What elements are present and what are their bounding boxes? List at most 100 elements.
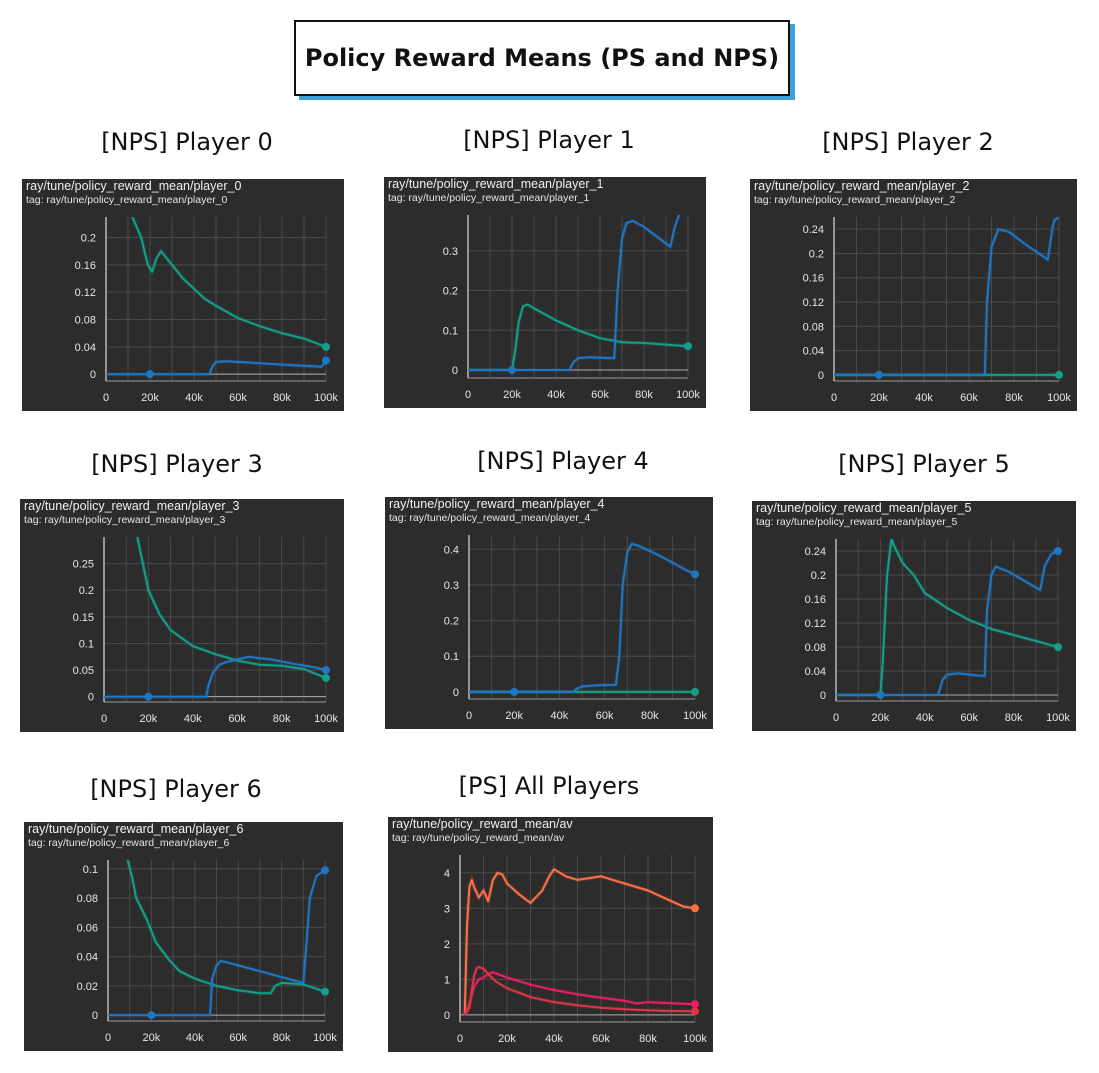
- series-marker-blue[interactable]: [144, 692, 153, 701]
- chart-title: ray/tune/policy_reward_mean/player_1: [388, 177, 604, 191]
- y-tick-label: 0.08: [805, 642, 826, 654]
- series-marker-blue[interactable]: [876, 691, 885, 699]
- chart-label-nps-player-5: [NPS] Player 5: [838, 450, 1010, 478]
- series-marker-blue[interactable]: [875, 370, 883, 379]
- y-tick-label: 0.05: [73, 665, 94, 677]
- chart-panel-3: ray/tune/policy_reward_mean/player_3 tag:…: [20, 499, 344, 732]
- chart-title: ray/tune/policy_reward_mean/av: [392, 817, 573, 831]
- chart-label-nps-player-1: [NPS] Player 1: [463, 126, 635, 154]
- x-tick-label: 20k: [143, 1032, 161, 1044]
- chart-tag: tag: ray/tune/policy_reward_mean/player_…: [754, 194, 956, 206]
- y-tick-label: 4: [444, 868, 450, 880]
- y-tick-label: 0: [92, 1010, 98, 1022]
- chart-title: ray/tune/policy_reward_mean/player_4: [389, 497, 605, 511]
- chart-plot: 0 20k 40k 60k 80k 100k 0 0.1 0.2 0.3 0.4: [444, 535, 707, 722]
- chart-tag: tag: ray/tune/policy_reward_mean/player_…: [389, 512, 591, 524]
- chart-plot: 0 20k 40k 60k 80k 100k 0 0.02 0.04 0.06 0.08 0.1: [77, 860, 337, 1044]
- x-tick-label: 100k: [676, 389, 700, 401]
- series-marker-blue[interactable]: [322, 356, 330, 365]
- series-line-raw-teal: [130, 217, 326, 349]
- series-line-blue: [108, 869, 325, 1017]
- y-tick-label: 0.24: [803, 224, 824, 236]
- chart-plot: 0 20k 40k 60k 80k 100k 0 0.04 0.08 0.12 0.16 0.2 0.2…: [803, 217, 1071, 404]
- x-tick-label: 100k: [314, 392, 338, 404]
- series-line-red: [463, 965, 695, 1016]
- series-marker-teal[interactable]: [321, 987, 329, 996]
- x-tick-label: 20k: [498, 1033, 516, 1045]
- x-tick-label: 100k: [314, 713, 338, 725]
- chart-panel-1: ray/tune/policy_reward_mean/player_1 tag:…: [384, 177, 706, 408]
- series-marker-teal[interactable]: [691, 687, 699, 696]
- y-tick-label: 0.12: [803, 297, 824, 309]
- series-marker-blue[interactable]: [691, 570, 699, 579]
- chart-plot: 0 20k 40k 60k 80k 100k 0 0.05 0.1 0.15 0.2 0.25: [73, 537, 338, 725]
- y-tick-label: 3: [444, 903, 450, 915]
- series-marker-teal[interactable]: [322, 674, 330, 683]
- chart-plot: 0 20k 40k 60k 80k 100k 0 0.1 0.2 0.3: [443, 215, 700, 401]
- x-tick-label: 60k: [591, 389, 609, 401]
- y-tick-label: 0: [452, 365, 458, 377]
- chart-title: ray/tune/policy_reward_mean/player_2: [754, 179, 970, 193]
- chart-tag: tag: ray/tune/policy_reward_mean/player_…: [28, 837, 230, 849]
- chart-label-nps-player-6: [NPS] Player 6: [90, 775, 262, 803]
- series-line-blue: [469, 542, 695, 693]
- y-tick-label: 0: [444, 1010, 450, 1022]
- series-line-teal: [468, 303, 688, 371]
- x-tick-label: 100k: [683, 710, 707, 722]
- series-line-teal: [131, 217, 326, 348]
- y-tick-label: 0.04: [75, 342, 96, 354]
- chart-tag: tag: ray/tune/policy_reward_mean/player_…: [26, 194, 228, 206]
- series-marker-orange[interactable]: [691, 904, 699, 913]
- x-tick-label: 60k: [960, 392, 978, 404]
- series-marker-red[interactable]: [691, 1007, 699, 1016]
- x-tick-label: 80k: [639, 1033, 657, 1045]
- x-tick-label: 40k: [915, 392, 933, 404]
- chart-label-nps-player-2: [NPS] Player 2: [822, 128, 994, 156]
- series-marker-teal[interactable]: [1054, 643, 1062, 651]
- series-marker-blue[interactable]: [322, 666, 330, 675]
- x-tick-label: 40k: [551, 710, 569, 722]
- series-marker-teal[interactable]: [322, 342, 330, 351]
- series-marker-pink[interactable]: [691, 1000, 699, 1009]
- x-tick-label: 80k: [273, 713, 291, 725]
- y-tick-label: 0: [818, 370, 824, 382]
- series-marker-blue[interactable]: [510, 687, 519, 696]
- x-tick-label: 100k: [1047, 392, 1071, 404]
- y-tick-label: 0.2: [809, 248, 824, 260]
- chart-tag: tag: ray/tune/policy_reward_mean/player_…: [756, 516, 958, 528]
- y-tick-label: 0.06: [77, 922, 98, 934]
- series-marker-blue[interactable]: [147, 1011, 156, 1020]
- x-tick-label: 0: [105, 1032, 111, 1044]
- x-tick-label: 0: [465, 389, 471, 401]
- y-tick-label: 0.3: [443, 246, 458, 258]
- x-tick-label: 100k: [313, 1032, 337, 1044]
- x-tick-label: 0: [466, 710, 472, 722]
- series-marker-blue[interactable]: [1054, 547, 1062, 555]
- chart-plot: 0 20k 40k 60k 80k 100k 0 0.04 0.08 0.12 0.16 0.2: [75, 217, 338, 404]
- x-tick-label: 0: [457, 1033, 463, 1045]
- x-tick-label: 40k: [547, 389, 565, 401]
- x-tick-label: 40k: [186, 1032, 204, 1044]
- series-marker-teal[interactable]: [684, 342, 692, 351]
- series-marker-blue[interactable]: [146, 370, 154, 379]
- x-tick-label: 0: [101, 713, 107, 725]
- y-tick-label: 0.04: [805, 666, 826, 678]
- page-title: Policy Reward Means (PS and NPS): [304, 44, 780, 72]
- x-tick-label: 60k: [596, 710, 614, 722]
- y-tick-label: 0.16: [805, 594, 826, 606]
- x-tick-label: 20k: [870, 392, 888, 404]
- x-tick-label: 0: [833, 712, 839, 724]
- series-line-pink: [463, 971, 695, 1016]
- series-line-blue: [106, 359, 326, 376]
- series-line-teal: [836, 539, 1058, 696]
- y-tick-label: 0.08: [77, 893, 98, 905]
- x-tick-label: 20k: [505, 710, 523, 722]
- y-tick-label: 0.08: [75, 315, 96, 327]
- y-tick-label: 0.15: [73, 612, 94, 624]
- series-line-raw-pink: [462, 970, 695, 1016]
- chart-plot: 0 20k 40k 60k 80k 100k 0 1 2 3 4: [444, 855, 707, 1045]
- series-marker-blue[interactable]: [321, 866, 329, 875]
- chart-panel-5: ray/tune/policy_reward_mean/player_5 tag:…: [752, 501, 1076, 731]
- series-marker-blue[interactable]: [508, 366, 516, 375]
- series-marker-teal[interactable]: [1055, 370, 1063, 379]
